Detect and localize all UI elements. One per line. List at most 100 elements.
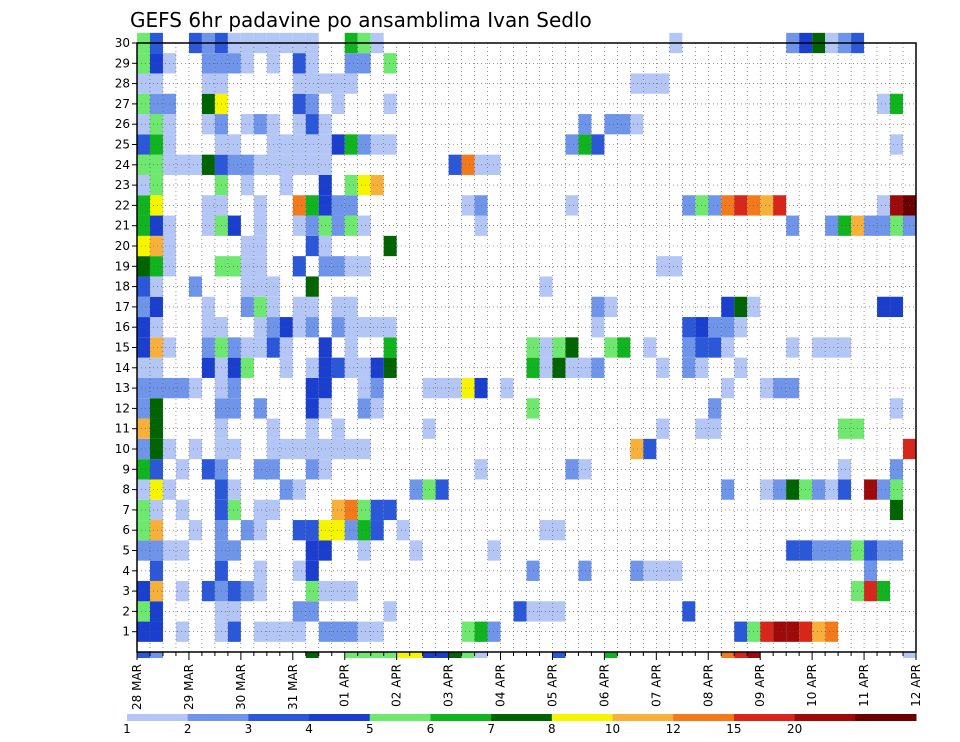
heatmap-cell [305, 459, 319, 480]
heatmap-cell [137, 377, 150, 399]
heatmap-cell [292, 601, 306, 622]
heatmap-cell [877, 215, 891, 236]
colorbar-label: 4 [305, 722, 313, 736]
heatmap-cell [279, 438, 293, 460]
heatmap-cell [864, 540, 878, 561]
heatmap-cell [137, 337, 150, 358]
heatmap-cell [227, 256, 241, 277]
y-tick-label: 24 [115, 158, 130, 172]
heatmap-cell [253, 195, 267, 216]
y-tick-label: 23 [115, 178, 130, 192]
heatmap-cell [279, 134, 293, 155]
y-tick-label: 17 [115, 300, 130, 314]
y-tick-label: 21 [115, 219, 130, 233]
heatmap-cell [331, 215, 345, 236]
colorbar-swatch [369, 714, 431, 721]
heatmap-cell [565, 195, 579, 216]
heatmap-cell [137, 418, 150, 439]
heatmap-cell [721, 377, 735, 399]
heatmap-cell [227, 499, 241, 521]
heatmap-cell [305, 438, 319, 460]
heatmap-cell [149, 114, 163, 135]
heatmap-cell [201, 53, 215, 74]
colorbar-label: 3 [245, 722, 253, 736]
colorbar-swatch [612, 714, 674, 721]
heatmap-cell [149, 398, 163, 419]
heatmap-cell [292, 256, 306, 277]
heatmap-cell [344, 580, 358, 602]
heatmap-cell [149, 215, 163, 236]
heatmap-cell [734, 652, 748, 658]
heatmap-cell [331, 499, 345, 521]
heatmap-cell [292, 93, 306, 115]
heatmap-cell [149, 296, 163, 318]
heatmap-cell [357, 357, 371, 378]
heatmap-cell [422, 652, 436, 658]
heatmap-cell [201, 195, 215, 216]
heatmap-cell [890, 479, 904, 500]
heatmap-cell [137, 235, 150, 257]
heatmap-cell [565, 337, 579, 358]
heatmap-cell [721, 337, 735, 358]
heatmap-cell [240, 276, 254, 297]
x-tick-label: 31 MAR [286, 664, 300, 710]
heatmap-cell [578, 357, 592, 378]
heatmap-cell [383, 53, 397, 74]
heatmap-cell [721, 296, 735, 318]
colorbar-swatch [309, 714, 371, 721]
heatmap-cell [448, 652, 462, 658]
heatmap-cell [305, 195, 319, 216]
heatmap-cell [357, 499, 371, 521]
heatmap-cell [331, 256, 345, 277]
heatmap-cell [786, 377, 800, 399]
y-tick-label: 12 [115, 401, 130, 415]
heatmap-cell [435, 652, 449, 658]
heatmap-cell [253, 459, 267, 480]
heatmap-cell [331, 73, 345, 94]
heatmap-cell [149, 499, 163, 521]
heatmap-cell [149, 459, 163, 480]
heatmap-cell [461, 195, 475, 216]
heatmap-cell [253, 114, 267, 135]
heatmap-cell [227, 377, 241, 399]
colorbar-swatch [673, 714, 735, 721]
y-tick-label: 19 [115, 259, 130, 273]
x-tick-label: 03 APR [442, 664, 456, 707]
heatmap-cell [344, 621, 358, 642]
heatmap-cell [630, 114, 644, 135]
heatmap-cell [877, 540, 891, 561]
heatmap-cell [877, 479, 891, 500]
y-tick-label: 16 [115, 320, 130, 334]
y-tick-label: 28 [115, 77, 130, 91]
heatmap-cell [201, 73, 215, 94]
heatmap-cell [682, 337, 696, 358]
heatmap-cell [734, 357, 748, 378]
heatmap-cell [617, 114, 631, 135]
heatmap-cell [448, 377, 462, 399]
y-tick-label: 8 [122, 483, 130, 497]
colorbar-label: 20 [787, 722, 802, 736]
heatmap-cell [357, 134, 371, 155]
colorbar-swatch [551, 714, 614, 721]
heatmap-cell [721, 195, 735, 216]
heatmap-cell [565, 357, 579, 378]
heatmap-cell [760, 377, 774, 399]
heatmap-cell [890, 499, 904, 521]
heatmap-cell [708, 195, 722, 216]
heatmap-cell [149, 53, 163, 74]
heatmap-cell [578, 114, 592, 135]
heatmap-cell [137, 256, 150, 277]
heatmap-cell [305, 652, 319, 658]
heatmap-cell [137, 438, 150, 460]
heatmap-cell [305, 53, 319, 74]
heatmap-cell [240, 174, 254, 196]
heatmap-cell [137, 73, 150, 94]
heatmap-cell [786, 215, 800, 236]
heatmap-cell [721, 479, 735, 500]
heatmap-cell [773, 621, 787, 642]
heatmap-cell [708, 337, 722, 358]
heatmap-cell [344, 499, 358, 521]
heatmap-cell [396, 520, 410, 541]
heatmap-cell [137, 652, 150, 658]
